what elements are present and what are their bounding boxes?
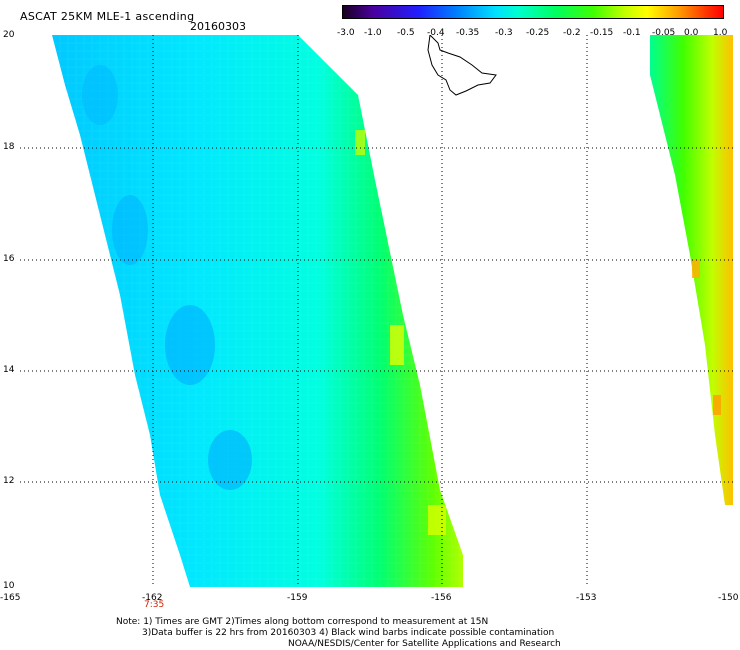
colorbar-tick: -0.15	[590, 28, 614, 38]
swath-yellow-patch	[355, 130, 365, 155]
colorbar-tick: -0.1	[623, 28, 641, 38]
note-line-1: Note: 1) Times are GMT 2)Times along bot…	[116, 617, 489, 627]
colorbar-tick: -0.35	[456, 28, 480, 38]
lat-label: 14	[3, 365, 15, 375]
lat-label: 18	[3, 142, 15, 152]
lon-label: -165	[0, 593, 21, 603]
map-title: ASCAT 25KM MLE-1 ascending	[20, 10, 195, 23]
lon-label: -150	[718, 593, 739, 603]
colorbar-tick: -0.3	[495, 28, 513, 38]
swath-yellow-patch	[390, 325, 404, 365]
map-date: 20160303	[190, 20, 246, 33]
colorbar-tick: -0.5	[397, 28, 415, 38]
colorbar-tick: -0.2	[563, 28, 581, 38]
lon-label: -159	[287, 593, 308, 603]
lat-label: 12	[3, 476, 15, 486]
swath-orange-patch	[713, 395, 721, 415]
note-line-3: NOAA/NESDIS/Center for Satellite Applica…	[288, 639, 561, 649]
note-line-2: 3)Data buffer is 22 hrs from 20160303 4)…	[142, 628, 555, 638]
colorbar	[342, 5, 724, 19]
lon-label: -156	[431, 593, 452, 603]
swath-blue-patch	[165, 305, 215, 385]
lat-label: 16	[3, 254, 15, 264]
lat-label: 20	[3, 30, 15, 40]
swath-yellow-patch	[428, 505, 446, 535]
swath-blue-patch	[208, 430, 252, 490]
lat-label: 10	[3, 581, 15, 591]
lon-label: -162	[142, 593, 163, 603]
colorbar-tick: -1.0	[364, 28, 382, 38]
colorbar-tick: -0.4	[427, 28, 445, 38]
colorbar-tick: -3.0	[337, 28, 355, 38]
grid-lines	[20, 35, 733, 587]
swath-blue-patch	[82, 65, 118, 125]
colorbar-tick: 1.0	[713, 28, 728, 38]
swath-orange-patch	[692, 260, 700, 278]
measurement-time: 7:35	[144, 600, 165, 610]
lon-label: -153	[576, 593, 597, 603]
colorbar-tick: -0.05	[652, 28, 676, 38]
swath-blue-patch	[112, 195, 148, 265]
swath-right	[650, 35, 733, 505]
colorbar-tick: -0.25	[526, 28, 550, 38]
map-plot	[20, 35, 733, 587]
island-outline	[427, 35, 497, 96]
colorbar-tick: 0.0	[684, 28, 699, 38]
